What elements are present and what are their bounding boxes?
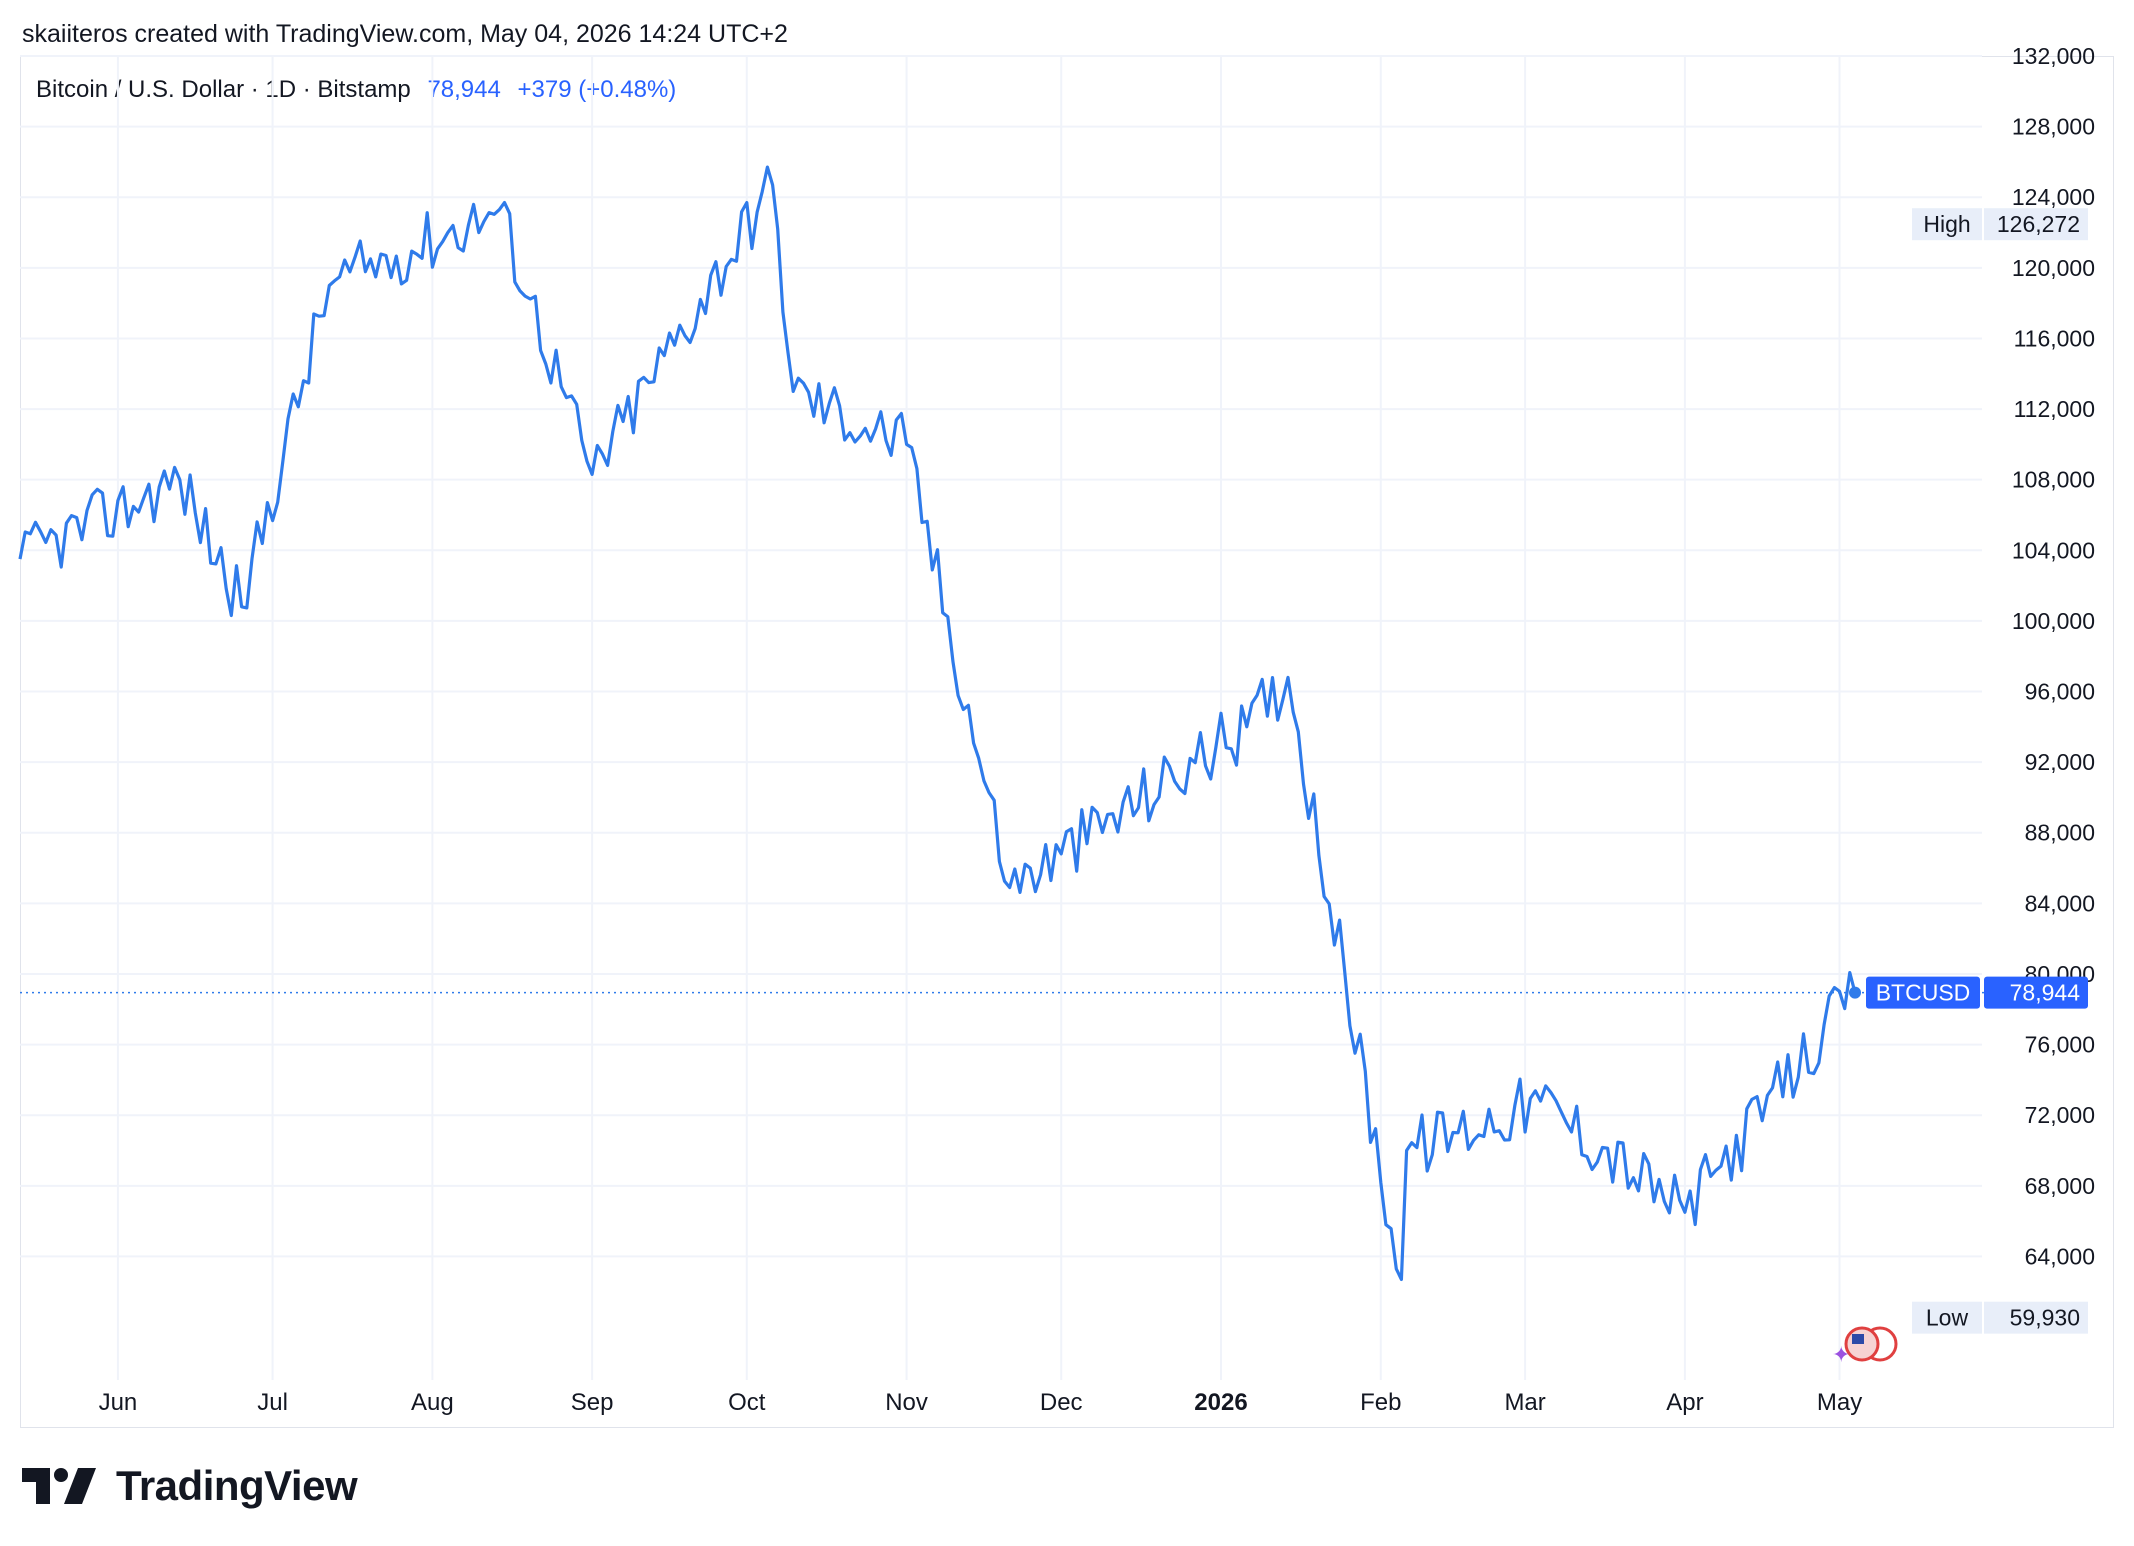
badge-label-bg (1912, 1301, 1982, 1334)
symbol-legend[interactable]: Bitcoin / U.S. Dollar · 1D · Bitstamp 78… (36, 76, 676, 104)
y-tick-label: 124,000 (2012, 184, 2095, 210)
x-tick-label: Dec (1040, 1389, 1083, 1416)
chart-credit: skaiiteros created with TradingView.com,… (22, 20, 788, 48)
x-tick-label: Mar (1504, 1389, 1545, 1416)
y-tick-label: 104,000 (2012, 537, 2095, 563)
x-tick-label: Feb (1360, 1389, 1401, 1416)
y-tick-label: 116,000 (2014, 325, 2095, 351)
x-tick-label: 2026 (1194, 1389, 1247, 1416)
badge-value-bg (1984, 1301, 2088, 1334)
price-line (18, 165, 1857, 1281)
y-tick-label: 88,000 (2025, 820, 2095, 846)
badge-label: Low (1926, 1305, 1969, 1331)
y-tick-label: 72,000 (2025, 1102, 2095, 1128)
sparkle-icon: ✦ (1832, 1342, 1850, 1367)
x-tick-label: Jul (257, 1389, 288, 1416)
last-badge-label-bg (1866, 976, 1980, 1009)
symbol-description: Bitcoin / U.S. Dollar · 1D · Bitstamp (36, 76, 411, 103)
x-tick-label: Apr (1666, 1389, 1703, 1416)
x-tick-label: Jun (99, 1389, 138, 1416)
y-tick-label: 92,000 (2025, 749, 2095, 775)
y-tick-label: 108,000 (2012, 467, 2095, 493)
y-tick-label: 120,000 (2012, 255, 2095, 281)
y-tick-label: 112,000 (2014, 396, 2095, 422)
badge-label: High (1923, 211, 1970, 237)
last-badge-value-bg (1984, 976, 2088, 1009)
y-tick-label: 100,000 (2012, 608, 2095, 634)
tradingview-logo-icon (22, 1468, 96, 1504)
badge-label-bg (1912, 208, 1982, 241)
y-tick-label: 128,000 (2012, 114, 2095, 140)
x-tick-label: Oct (728, 1389, 766, 1416)
last-badge-value: 78,944 (2010, 980, 2081, 1006)
y-tick-label: 68,000 (2025, 1173, 2095, 1199)
y-tick-label: 132,000 (2012, 43, 2095, 69)
y-tick-label: 64,000 (2025, 1243, 2095, 1269)
x-tick-label: Nov (885, 1389, 928, 1416)
y-tick-label: 84,000 (2025, 890, 2095, 916)
last-price: 78,944 (427, 76, 501, 103)
last-price-dot (1849, 986, 1861, 999)
y-tick-label: 96,000 (2025, 679, 2095, 705)
badge-value: 59,930 (2010, 1305, 2080, 1331)
price-change: +379 (+0.48%) (517, 76, 677, 103)
x-tick-label: Sep (571, 1389, 614, 1416)
brand-footer[interactable]: TradingView (22, 1462, 358, 1510)
y-tick-label: 76,000 (2025, 1032, 2095, 1058)
x-tick-label: Aug (411, 1389, 454, 1416)
badge-value: 126,272 (1997, 211, 2080, 237)
flag-canton-icon (1852, 1334, 1864, 1344)
last-badge-label: BTCUSD (1876, 980, 1971, 1006)
x-tick-label: May (1817, 1389, 1862, 1416)
brand-name: TradingView (116, 1462, 358, 1509)
badge-value-bg (1984, 208, 2088, 241)
